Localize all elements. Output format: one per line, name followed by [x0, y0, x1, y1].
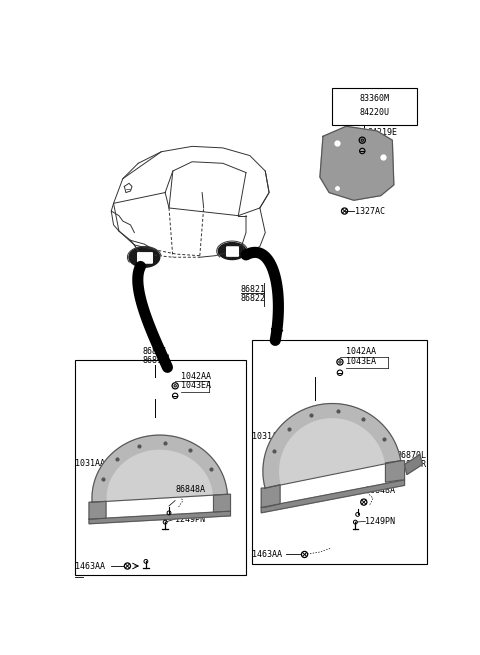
Text: 86822: 86822 — [240, 293, 265, 303]
Text: 84219E: 84219E — [368, 128, 397, 137]
Polygon shape — [385, 460, 405, 482]
Text: 1031AA: 1031AA — [252, 432, 282, 441]
Text: 86870R: 86870R — [396, 460, 426, 469]
Polygon shape — [261, 485, 280, 508]
Text: 86848A: 86848A — [175, 485, 205, 495]
Text: 1031AA: 1031AA — [75, 459, 105, 468]
Text: 86848A: 86848A — [365, 486, 396, 495]
Text: 83360M: 83360M — [360, 94, 390, 103]
Text: 1249PN: 1249PN — [175, 515, 205, 523]
Bar — [75, 360, 246, 575]
Polygon shape — [89, 511, 230, 524]
Polygon shape — [89, 501, 106, 519]
Polygon shape — [214, 495, 230, 512]
Polygon shape — [278, 417, 385, 485]
Text: 86870L: 86870L — [396, 451, 426, 460]
Bar — [252, 341, 427, 564]
Polygon shape — [320, 126, 394, 200]
Text: 1043EA: 1043EA — [181, 381, 211, 390]
Text: 1327AC: 1327AC — [355, 206, 385, 215]
Polygon shape — [92, 435, 228, 502]
Text: 84220U: 84220U — [360, 108, 390, 117]
Text: 1249PN: 1249PN — [365, 517, 396, 526]
Polygon shape — [129, 247, 160, 267]
Text: 1463AA: 1463AA — [252, 550, 282, 559]
Text: 1043EA: 1043EA — [346, 358, 376, 366]
Text: 86811: 86811 — [143, 347, 168, 356]
Text: 86821: 86821 — [240, 285, 265, 294]
Text: 1042AA: 1042AA — [181, 372, 211, 381]
Polygon shape — [106, 449, 214, 501]
Text: 1042AA: 1042AA — [346, 347, 376, 356]
Polygon shape — [405, 455, 422, 475]
Polygon shape — [261, 480, 405, 513]
Bar — [332, 88, 417, 125]
Text: 86812: 86812 — [143, 356, 168, 365]
Polygon shape — [218, 242, 246, 259]
Polygon shape — [263, 403, 401, 488]
Text: 1463AA: 1463AA — [75, 561, 105, 571]
